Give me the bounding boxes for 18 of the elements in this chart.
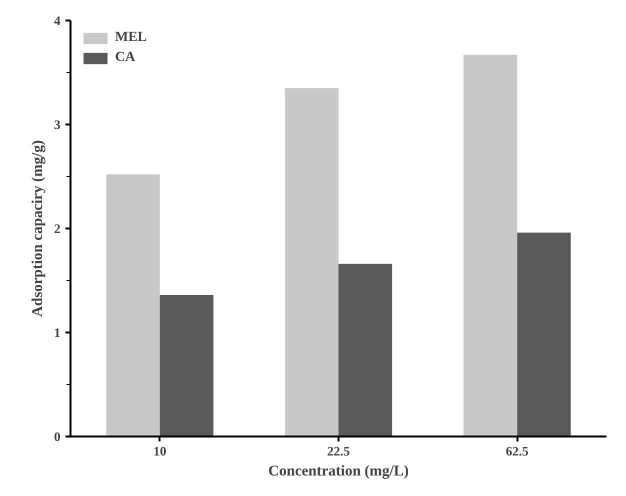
x-tick-label: 62.5 bbox=[506, 444, 530, 458]
y-tick-label: 3 bbox=[54, 117, 61, 132]
bar bbox=[160, 295, 214, 436]
y-tick-label: 4 bbox=[54, 13, 61, 28]
y-axis-title: Adsorption capaciry (mg/g) bbox=[30, 140, 46, 317]
legend-label: MEL bbox=[115, 30, 147, 46]
y-tick-label: 2 bbox=[54, 221, 60, 236]
y-tick-label: 0 bbox=[54, 429, 60, 444]
bar bbox=[284, 88, 338, 436]
bar bbox=[106, 174, 160, 436]
legend-label: CA bbox=[115, 50, 136, 66]
bar bbox=[464, 54, 518, 436]
x-axis-title: Concentration (mg/L) bbox=[268, 464, 409, 480]
y-tick-label: 1 bbox=[54, 325, 60, 340]
x-tick-label: 22.5 bbox=[327, 444, 350, 458]
bar bbox=[517, 232, 571, 436]
x-tick-label: 10 bbox=[153, 444, 166, 458]
bar bbox=[338, 264, 392, 436]
